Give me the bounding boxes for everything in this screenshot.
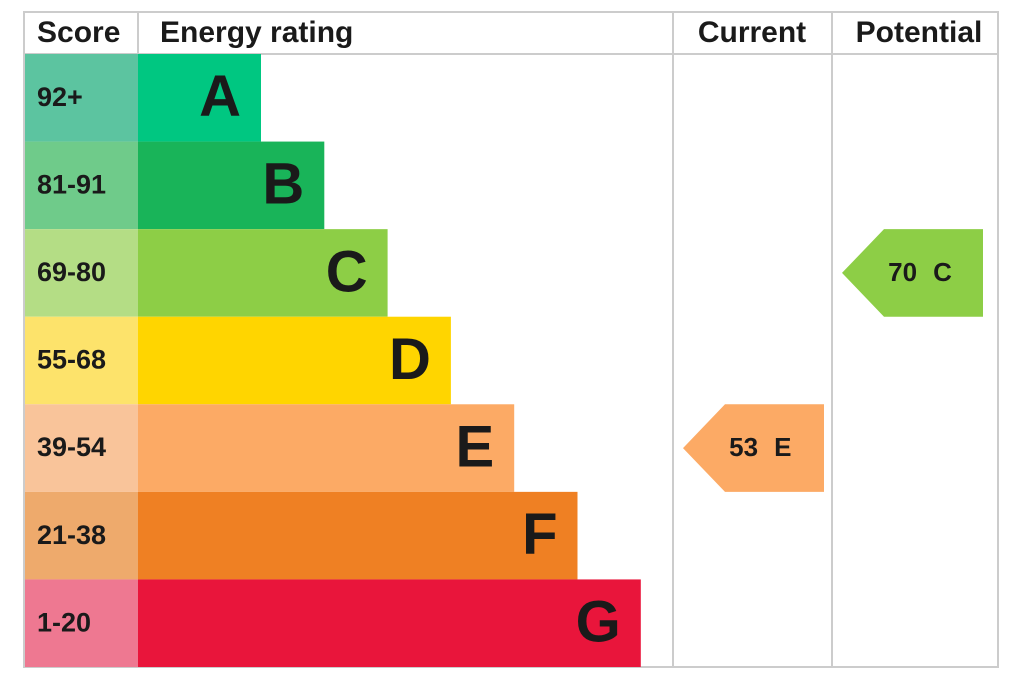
header-current: Current <box>698 16 806 49</box>
band-letter: F <box>522 502 557 567</box>
header-potential: Potential <box>856 16 983 49</box>
current-arrow <box>683 404 824 492</box>
rating-bar <box>138 316 451 405</box>
potential-arrow <box>842 229 983 317</box>
score-cell <box>25 404 138 492</box>
rating-bar <box>138 579 641 667</box>
band-letter: E <box>456 414 495 479</box>
current-letter: E <box>774 432 791 462</box>
rating-bar <box>138 491 578 580</box>
score-label: 39-54 <box>37 432 106 462</box>
score-cell <box>25 141 138 230</box>
band-letter: B <box>262 152 304 217</box>
score-cell <box>25 229 138 317</box>
potential-letter: C <box>933 257 952 287</box>
score-label: 69-80 <box>37 257 106 287</box>
header-rating: Energy rating <box>160 16 353 49</box>
current-value: 53 <box>729 432 758 462</box>
score-label: 81-91 <box>37 169 106 199</box>
score-label: 21-38 <box>37 520 106 550</box>
band-letter: A <box>199 64 241 129</box>
score-cell <box>25 316 138 405</box>
band-letter: D <box>389 327 431 392</box>
potential-value: 70 <box>888 257 917 287</box>
score-cell <box>25 491 138 580</box>
band-letter: G <box>576 590 621 655</box>
score-cell <box>25 54 138 142</box>
score-label: 55-68 <box>37 345 106 375</box>
header-score: Score <box>37 16 120 49</box>
rating-bar <box>138 404 515 492</box>
band-letter: C <box>326 239 368 304</box>
rating-bar <box>138 229 388 317</box>
score-label: 1-20 <box>37 607 91 637</box>
score-label: 92+ <box>37 82 83 112</box>
rating-bar <box>138 141 325 230</box>
rating-bar <box>138 54 261 142</box>
score-cell <box>25 579 138 667</box>
